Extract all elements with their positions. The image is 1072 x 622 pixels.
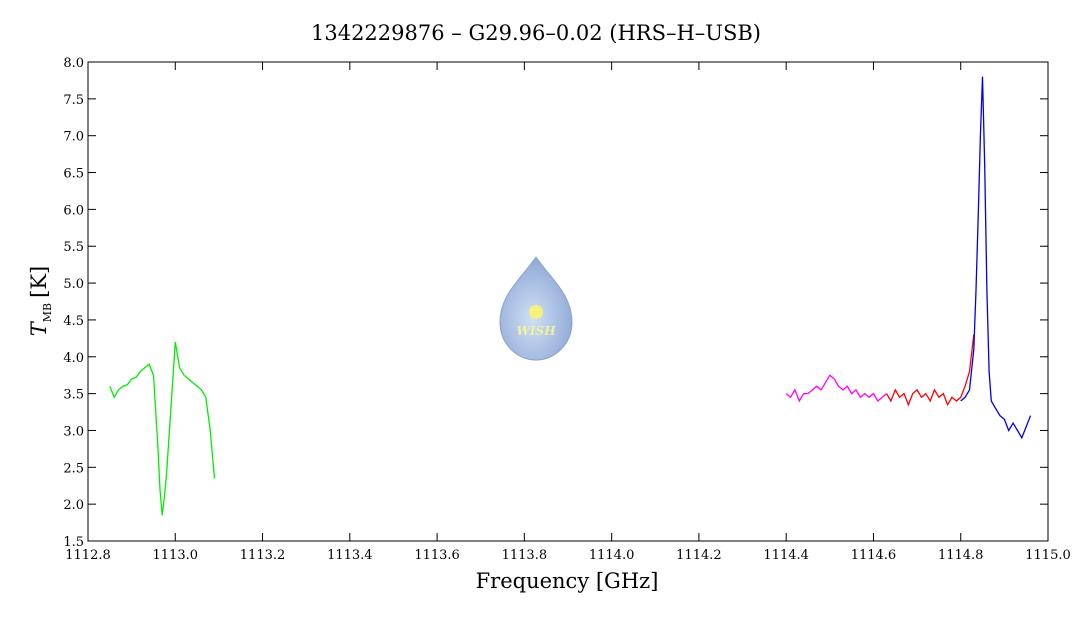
x-axis-label: Frequency [GHz] — [476, 569, 659, 593]
y-tick-label: 3.0 — [63, 424, 84, 439]
y-tick-label: 1.5 — [63, 535, 84, 550]
y-tick-label: 4.0 — [63, 351, 84, 366]
x-tick-label: 1113.0 — [153, 548, 199, 563]
logo-text: WISH — [516, 324, 556, 338]
spectrum-line — [885, 334, 975, 407]
plot-frame — [87, 61, 1049, 542]
spectrum-line — [785, 374, 887, 403]
x-tick-label: 1113.8 — [502, 548, 548, 563]
y-tick-label: 8.0 — [63, 56, 84, 71]
x-tick-label: 1114.2 — [676, 548, 722, 563]
y-tick-label: 7.5 — [63, 93, 84, 108]
y-tick-label: 6.0 — [63, 203, 84, 218]
x-tick-label: 1113.4 — [327, 548, 373, 563]
y-label-subscript: MB — [41, 303, 54, 322]
x-tick-label: 1113.2 — [240, 548, 286, 563]
y-label-unit: [K] — [27, 266, 51, 298]
y-label-symbol: T — [27, 320, 51, 336]
x-tick-label: 1114.0 — [589, 548, 635, 563]
spectrum-line — [960, 76, 1032, 440]
spectrum-line — [109, 341, 216, 516]
x-tick-label: 1115.0 — [1025, 548, 1071, 563]
y-tick-label: 7.0 — [63, 130, 84, 145]
plot-area — [109, 76, 1032, 516]
y-tick-label: 2.0 — [63, 498, 84, 513]
logo-star — [529, 305, 543, 319]
x-tick-label: 1114.8 — [938, 548, 984, 563]
y-tick-label: 2.5 — [63, 461, 84, 476]
x-tick-label: 1114.6 — [851, 548, 897, 563]
y-tick-label: 3.5 — [63, 388, 84, 403]
y-tick-label: 5.0 — [63, 277, 84, 292]
x-tick-label: 1112.8 — [65, 548, 111, 563]
y-tick-label: 4.5 — [63, 314, 84, 329]
chart-title: 1342229876 – G29.96–0.02 (HRS–H–USB) — [311, 21, 761, 45]
x-tick-label: 1114.4 — [763, 548, 809, 563]
y-tick-label: 5.5 — [63, 240, 84, 255]
x-tick-label: 1113.6 — [414, 548, 460, 563]
y-tick-label: 6.5 — [63, 167, 84, 182]
y-axis-label: TMB [K] — [27, 266, 54, 336]
